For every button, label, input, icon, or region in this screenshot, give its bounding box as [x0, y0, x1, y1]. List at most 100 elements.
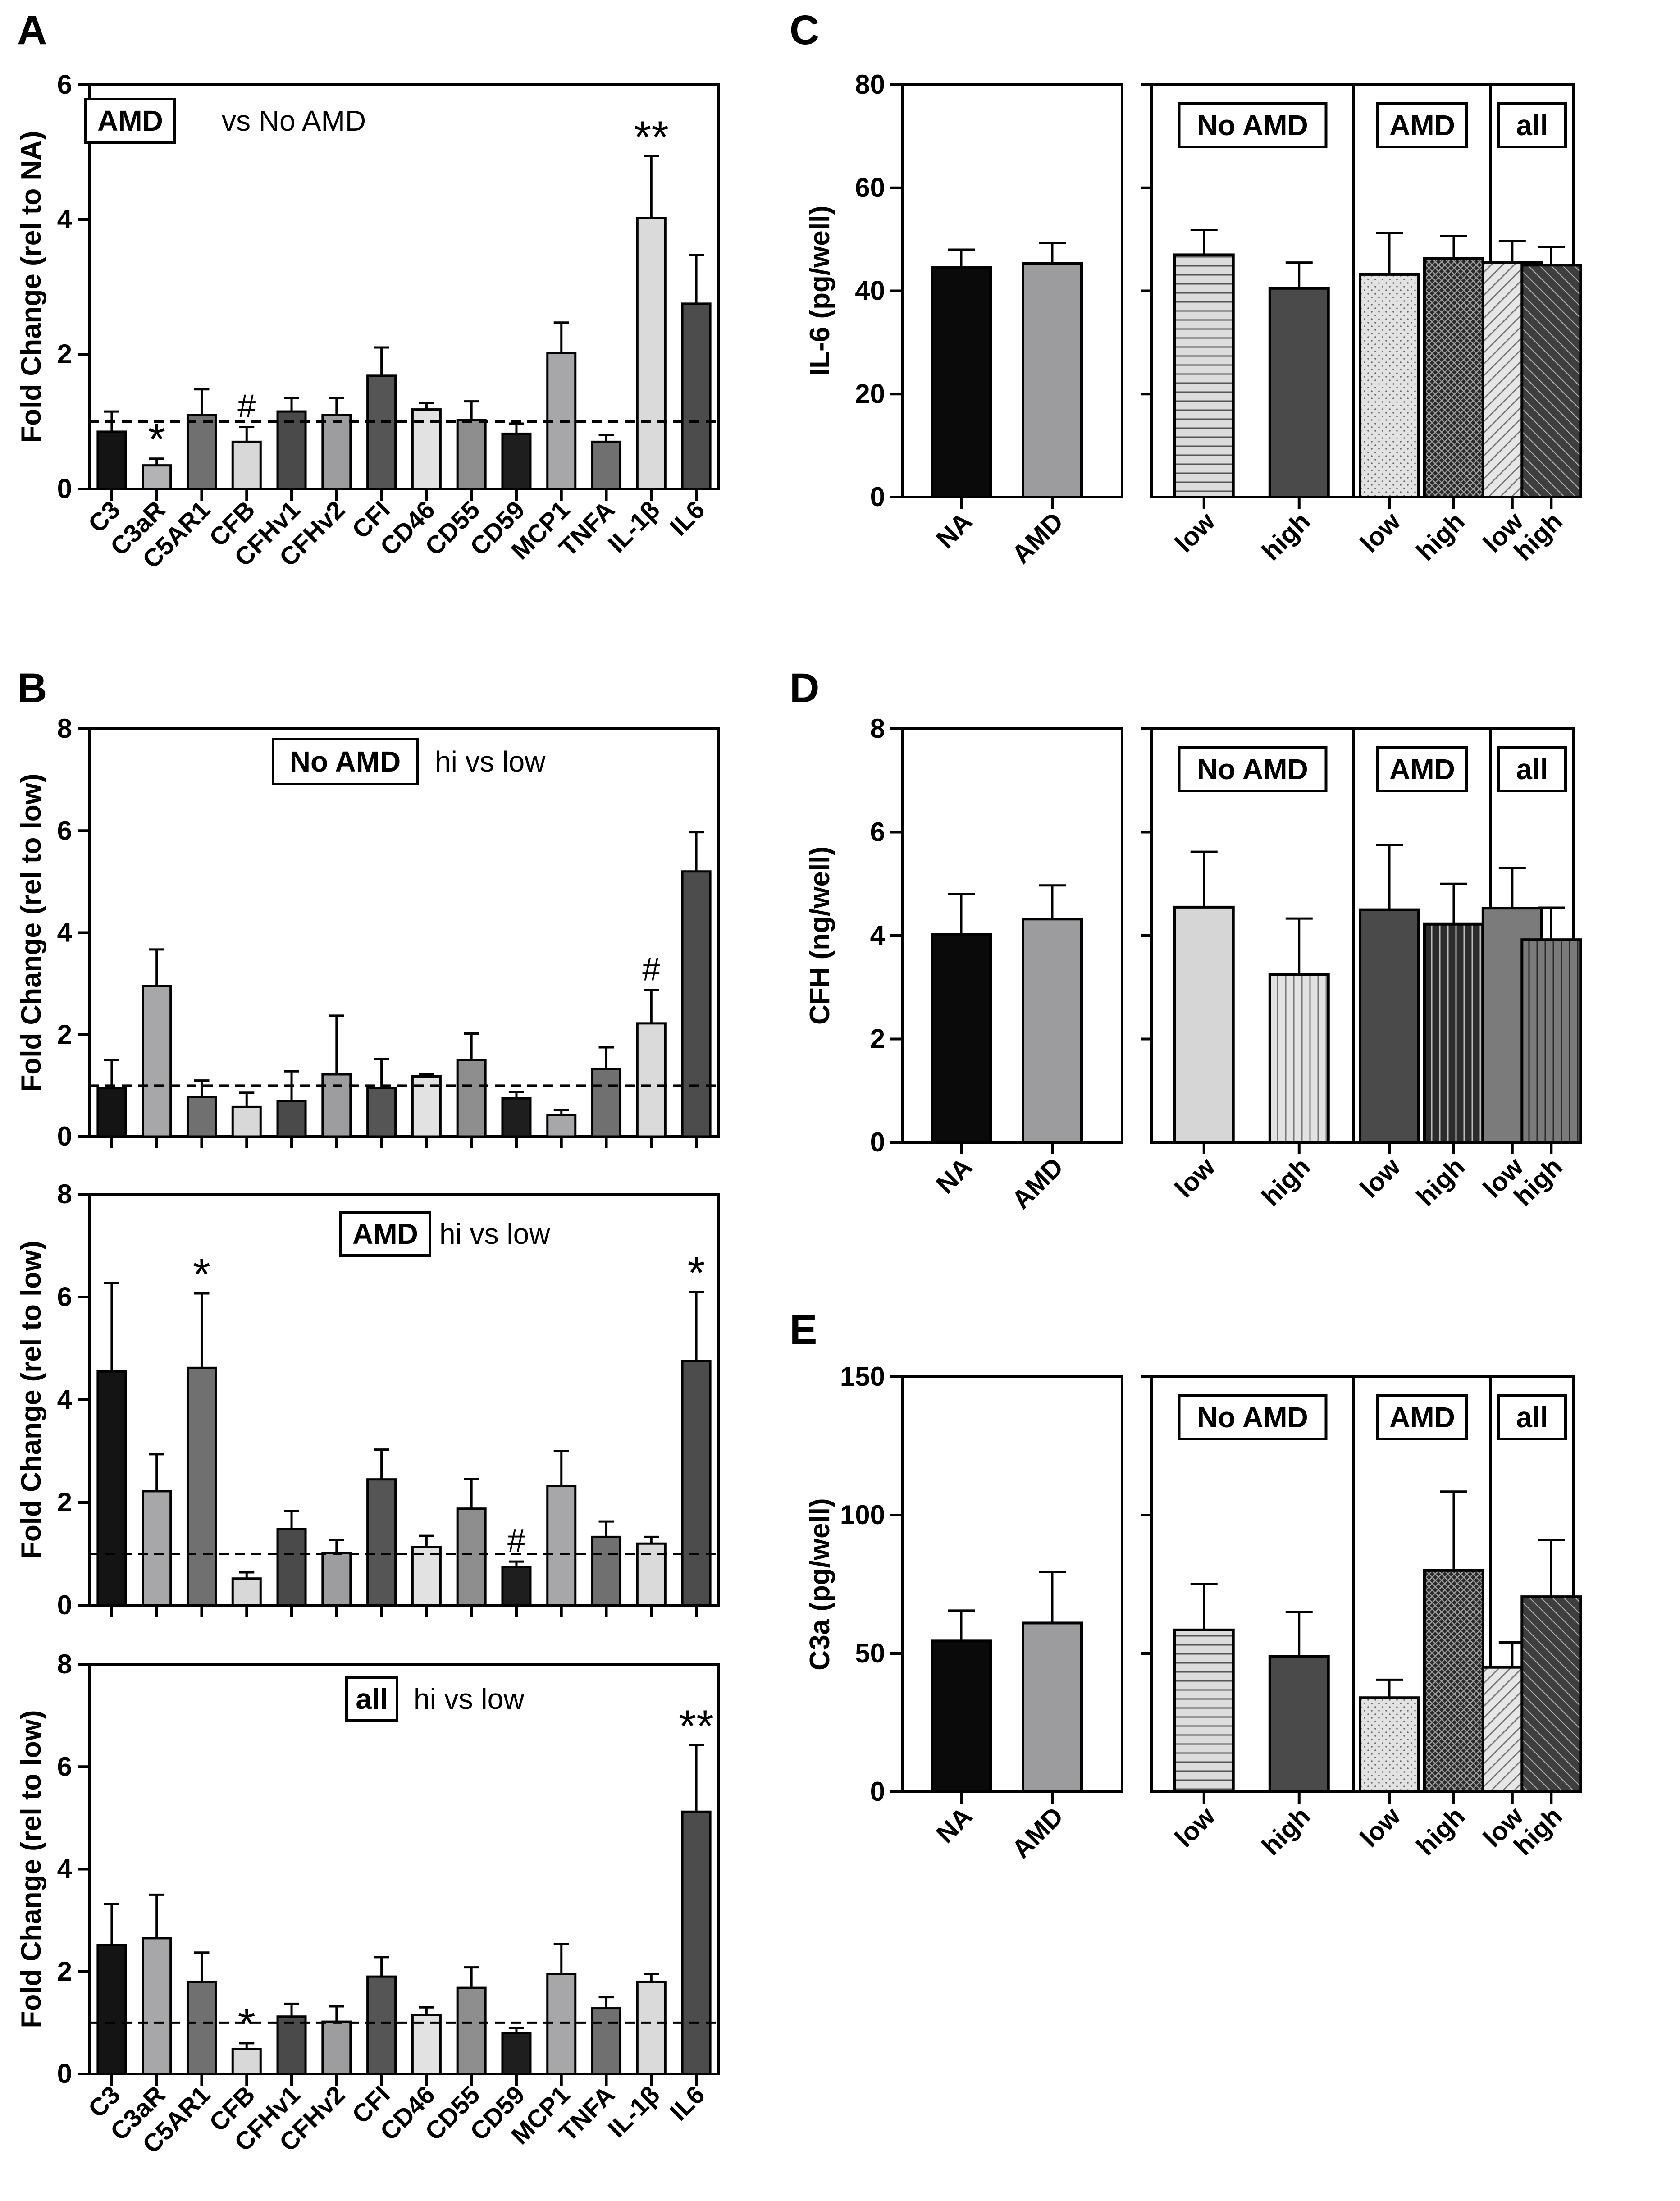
chart-b3-bar-cfhv1 [276, 2015, 307, 2075]
chart-b2-bar-cd46 [411, 1546, 442, 1607]
chart-b1-ytick-label: 6 [57, 815, 72, 845]
chart-c-bar-amd-1 [1022, 262, 1083, 498]
panel-letter-c: C [790, 7, 819, 53]
chart-c-group-legend-box-no-amd [1178, 102, 1328, 148]
chart-b3-bar-il6 [681, 1810, 712, 2075]
chart-e-bar-high-3 [1423, 1569, 1484, 1794]
chart-b1-bar-il6 [681, 870, 712, 1138]
chart-b3-bar-cd55 [456, 1986, 487, 2075]
chart-b1-ytick-label: 4 [57, 918, 73, 948]
chart-a-bar-cfhv2 [321, 414, 352, 490]
chart-e-ytick-label: 50 [855, 1638, 885, 1668]
chart-c-bar-low-0 [1173, 253, 1235, 498]
chart-b3-annotation-cfb: * [238, 1999, 256, 2050]
chart-b3-ytick-label: 4 [57, 1854, 73, 1884]
chart-e-ytick-label: 150 [840, 1361, 885, 1392]
chart-e-bar-na-0 [931, 1639, 992, 1794]
chart-d-bar-high-5 [1520, 938, 1582, 1144]
chart-a-annotation-il-1: ** [634, 112, 669, 162]
chart-b1-legend-text: hi vs low [435, 745, 546, 778]
chart-b2-bar-mcp1 [546, 1485, 577, 1607]
chart-e-group-legend-box-all [1497, 1394, 1567, 1440]
chart-b3-bar-cd59 [501, 2032, 532, 2075]
chart-b3-bar-cfhv2 [321, 2020, 352, 2075]
chart-b3-plot-frame [88, 1663, 720, 2075]
chart-c-ytick-label: 20 [855, 379, 885, 409]
chart-b2-ytick-label: 0 [57, 1590, 72, 1620]
chart-b3-ytick-label: 8 [57, 1649, 72, 1679]
chart-b2-ytick-label: 8 [57, 1179, 72, 1209]
chart-a-legend-box [84, 98, 176, 144]
chart-a-ytick-label: 4 [57, 204, 73, 234]
chart-d-bar-na-0 [931, 933, 992, 1144]
chart-e-group-legend-box-amd [1376, 1394, 1468, 1440]
chart-b2-ytick-label: 4 [57, 1384, 73, 1415]
panel-letter-a: A [17, 7, 47, 53]
chart-d-group-legend-box-amd [1376, 746, 1468, 792]
chart-b2-bar-c5ar1 [186, 1366, 217, 1607]
chart-e-ylabel: C3a (pg/well) [804, 1498, 835, 1670]
chart-b3-ytick-label: 6 [57, 1751, 72, 1781]
chart-c-group-legend-box-amd [1376, 102, 1468, 148]
chart-e-group-legend-label-all: all [1516, 1401, 1548, 1434]
chart-a-ytick-label: 0 [57, 474, 72, 504]
chart-a-xtick-label: IL6 [664, 495, 710, 541]
chart-b1-bar-il-1 [636, 1022, 667, 1138]
chart-a-annotation-c3ar: * [148, 415, 165, 465]
chart-b3-bar-c3 [96, 1944, 127, 2075]
chart-c-group-legend-label-amd: AMD [1389, 109, 1455, 142]
chart-b1-bar-cfhv2 [321, 1073, 352, 1138]
chart-d-xtick-label: low [1169, 1152, 1221, 1204]
chart-b3-xtick-label: IL6 [664, 2080, 710, 2126]
chart-d-bar-high-3 [1423, 922, 1484, 1144]
chart-b2-legend-text: hi vs low [439, 1218, 550, 1250]
chart-b2-annotation-cd59: # [507, 1523, 525, 1559]
chart-a-bar-il-1 [636, 217, 667, 490]
chart-c-group-legend-label-all: all [1516, 109, 1548, 142]
chart-b3-ytick-label: 0 [57, 2059, 72, 2089]
chart-c-xtick-label: high [1411, 507, 1471, 566]
chart-c-xtick-label: NA [931, 507, 978, 554]
chart-a-bar-cfi [366, 374, 397, 490]
chart-c-bar-high-5 [1520, 264, 1582, 498]
chart-c-bar-low-2 [1359, 273, 1420, 499]
chart-d-group-legend-box-all [1497, 746, 1567, 792]
chart-c-ytick-label: 0 [870, 482, 885, 512]
chart-b3-legend-box [345, 1676, 398, 1722]
chart-a-xtick-label: IL-1β [603, 495, 665, 558]
chart-b1-ylabel: Fold Change (rel to low) [16, 773, 47, 1091]
chart-d-ytick-label: 0 [870, 1127, 885, 1157]
chart-b1-bar-c3ar [142, 985, 172, 1138]
chart-b2-bar-il6 [681, 1360, 712, 1607]
chart-d-bar-low-2 [1359, 908, 1420, 1144]
chart-e-bar-high-1 [1268, 1655, 1330, 1793]
chart-b3-ytick-label: 2 [57, 1956, 72, 1986]
chart-b1-bar-mcp1 [546, 1114, 577, 1138]
chart-b3-bar-c3ar [142, 1937, 172, 2075]
chart-c-ytick-label: 80 [855, 69, 885, 100]
chart-b1-annotation-il-1: # [642, 951, 660, 987]
chart-a-bar-c3ar [142, 464, 172, 490]
chart-c-ytick-label: 60 [855, 173, 885, 203]
chart-b3-bar-mcp1 [546, 1973, 577, 2075]
chart-b3-annotation-il6: ** [679, 1701, 714, 1752]
chart-a-bar-cfhv1 [276, 410, 307, 490]
chart-e-group-legend-box-no-amd [1178, 1394, 1328, 1440]
chart-b2-annotation-c5ar1: * [193, 1249, 210, 1300]
chart-a-bar-il6 [681, 302, 712, 490]
panel-letter-d: D [790, 665, 819, 711]
chart-b1-no-amd-hi-vs-low: 0 2 4 6 8 Fold Change (rel to low) # No AMD hi v… [16, 713, 720, 1151]
chart-e-ytick-label: 0 [870, 1776, 885, 1807]
chart-a-ylabel: Fold Change (rel to NA) [16, 131, 47, 443]
chart-c-xtick-label: low [1355, 507, 1406, 558]
chart-e-xtick-label: low [1169, 1801, 1221, 1853]
chart-e-xtick-label: NA [931, 1801, 978, 1849]
panel-letter-e: E [790, 1307, 817, 1353]
chart-e-xtick-label: AMD [1006, 1801, 1069, 1864]
chart-d-group-legend-label-amd: AMD [1389, 753, 1455, 785]
chart-b3-bar-il-1 [636, 1980, 667, 2075]
